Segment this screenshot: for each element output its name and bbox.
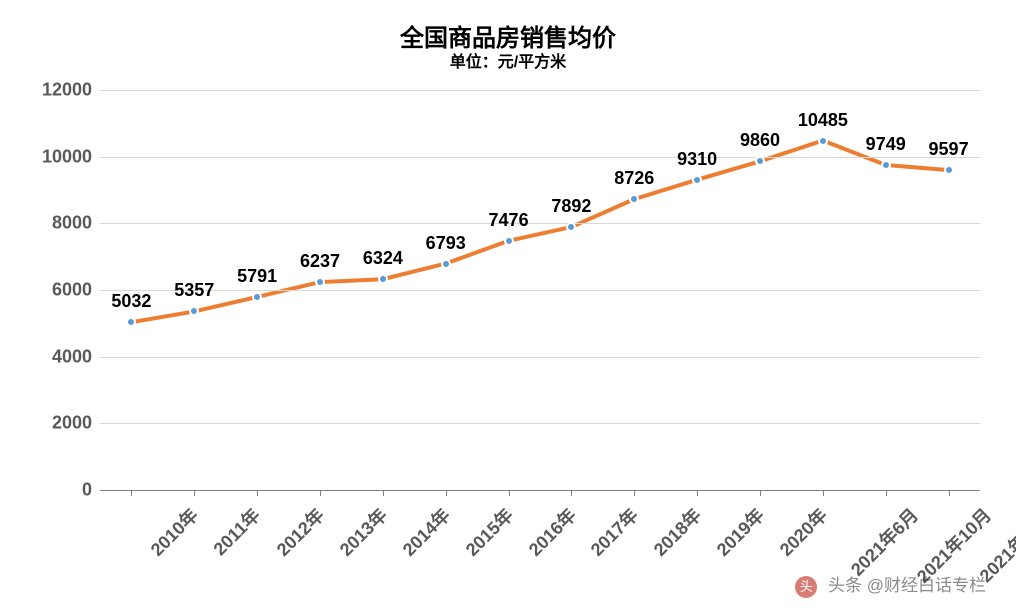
data-label: 7892 [551, 196, 591, 217]
data-marker [504, 236, 514, 246]
x-tick [823, 490, 824, 496]
x-tick [949, 490, 950, 496]
x-axis-label: 2018年 [647, 502, 706, 561]
x-axis-label: 2013年 [333, 502, 392, 561]
data-marker [755, 156, 765, 166]
y-tick-label: 12000 [42, 80, 100, 101]
y-tick-label: 0 [82, 480, 100, 501]
x-tick [697, 490, 698, 496]
data-label: 9749 [866, 134, 906, 155]
data-marker [944, 165, 954, 175]
grid-line [100, 423, 980, 424]
x-axis-label: 2010年 [144, 502, 203, 561]
watermark-text: @财经白话专栏 [867, 576, 986, 595]
data-label: 6793 [426, 233, 466, 254]
data-marker [818, 136, 828, 146]
grid-line [100, 223, 980, 224]
data-marker [252, 292, 262, 302]
data-marker [378, 274, 388, 284]
x-tick [257, 490, 258, 496]
data-label: 5791 [237, 266, 277, 287]
watermark: 头 头条 @财经白话专栏 [795, 571, 986, 598]
data-label: 6237 [300, 251, 340, 272]
x-axis-label: 2011年 [207, 502, 266, 561]
data-label: 9860 [740, 130, 780, 151]
x-tick [886, 490, 887, 496]
chart-container: 全国商品房销售均价 单位：元/平方米 020004000600080001000… [0, 0, 1016, 610]
grid-line [100, 290, 980, 291]
y-tick-label: 8000 [52, 213, 100, 234]
data-marker [566, 222, 576, 232]
y-tick-label: 6000 [52, 280, 100, 301]
grid-line [100, 490, 980, 491]
x-axis-label: 2015年 [459, 502, 518, 561]
x-axis-label: 2012年 [270, 502, 329, 561]
x-tick [131, 490, 132, 496]
x-axis-label: 2019年 [710, 502, 769, 561]
y-tick-label: 10000 [42, 146, 100, 167]
grid-line [100, 357, 980, 358]
data-label: 6324 [363, 248, 403, 269]
data-marker [881, 160, 891, 170]
x-tick [320, 490, 321, 496]
data-marker [441, 259, 451, 269]
data-marker [126, 317, 136, 327]
x-axis-label: 2017年 [584, 502, 643, 561]
plot-area: 0200040006000800010000120002010年2011年201… [100, 90, 980, 490]
x-axis-label: 2014年 [396, 502, 455, 561]
watermark-prefix: 头条 [828, 576, 862, 595]
grid-line [100, 157, 980, 158]
data-label: 5357 [174, 280, 214, 301]
data-marker [315, 277, 325, 287]
y-tick-label: 2000 [52, 413, 100, 434]
x-tick [194, 490, 195, 496]
data-label: 10485 [798, 110, 848, 131]
x-tick [446, 490, 447, 496]
data-label: 9310 [677, 149, 717, 170]
x-axis-label: 2016年 [522, 502, 581, 561]
y-tick-label: 4000 [52, 346, 100, 367]
data-marker [692, 175, 702, 185]
x-tick [634, 490, 635, 496]
grid-line [100, 90, 980, 91]
x-tick [760, 490, 761, 496]
data-label: 7476 [489, 210, 529, 231]
x-tick [383, 490, 384, 496]
x-tick [571, 490, 572, 496]
watermark-icon: 头 [795, 576, 817, 598]
data-label: 8726 [614, 168, 654, 189]
data-marker [189, 306, 199, 316]
data-marker [629, 194, 639, 204]
data-label: 9597 [929, 139, 969, 160]
data-label: 5032 [111, 291, 151, 312]
chart-subtitle: 单位：元/平方米 [0, 48, 1016, 72]
x-axis-label: 2020年 [773, 502, 832, 561]
x-tick [509, 490, 510, 496]
